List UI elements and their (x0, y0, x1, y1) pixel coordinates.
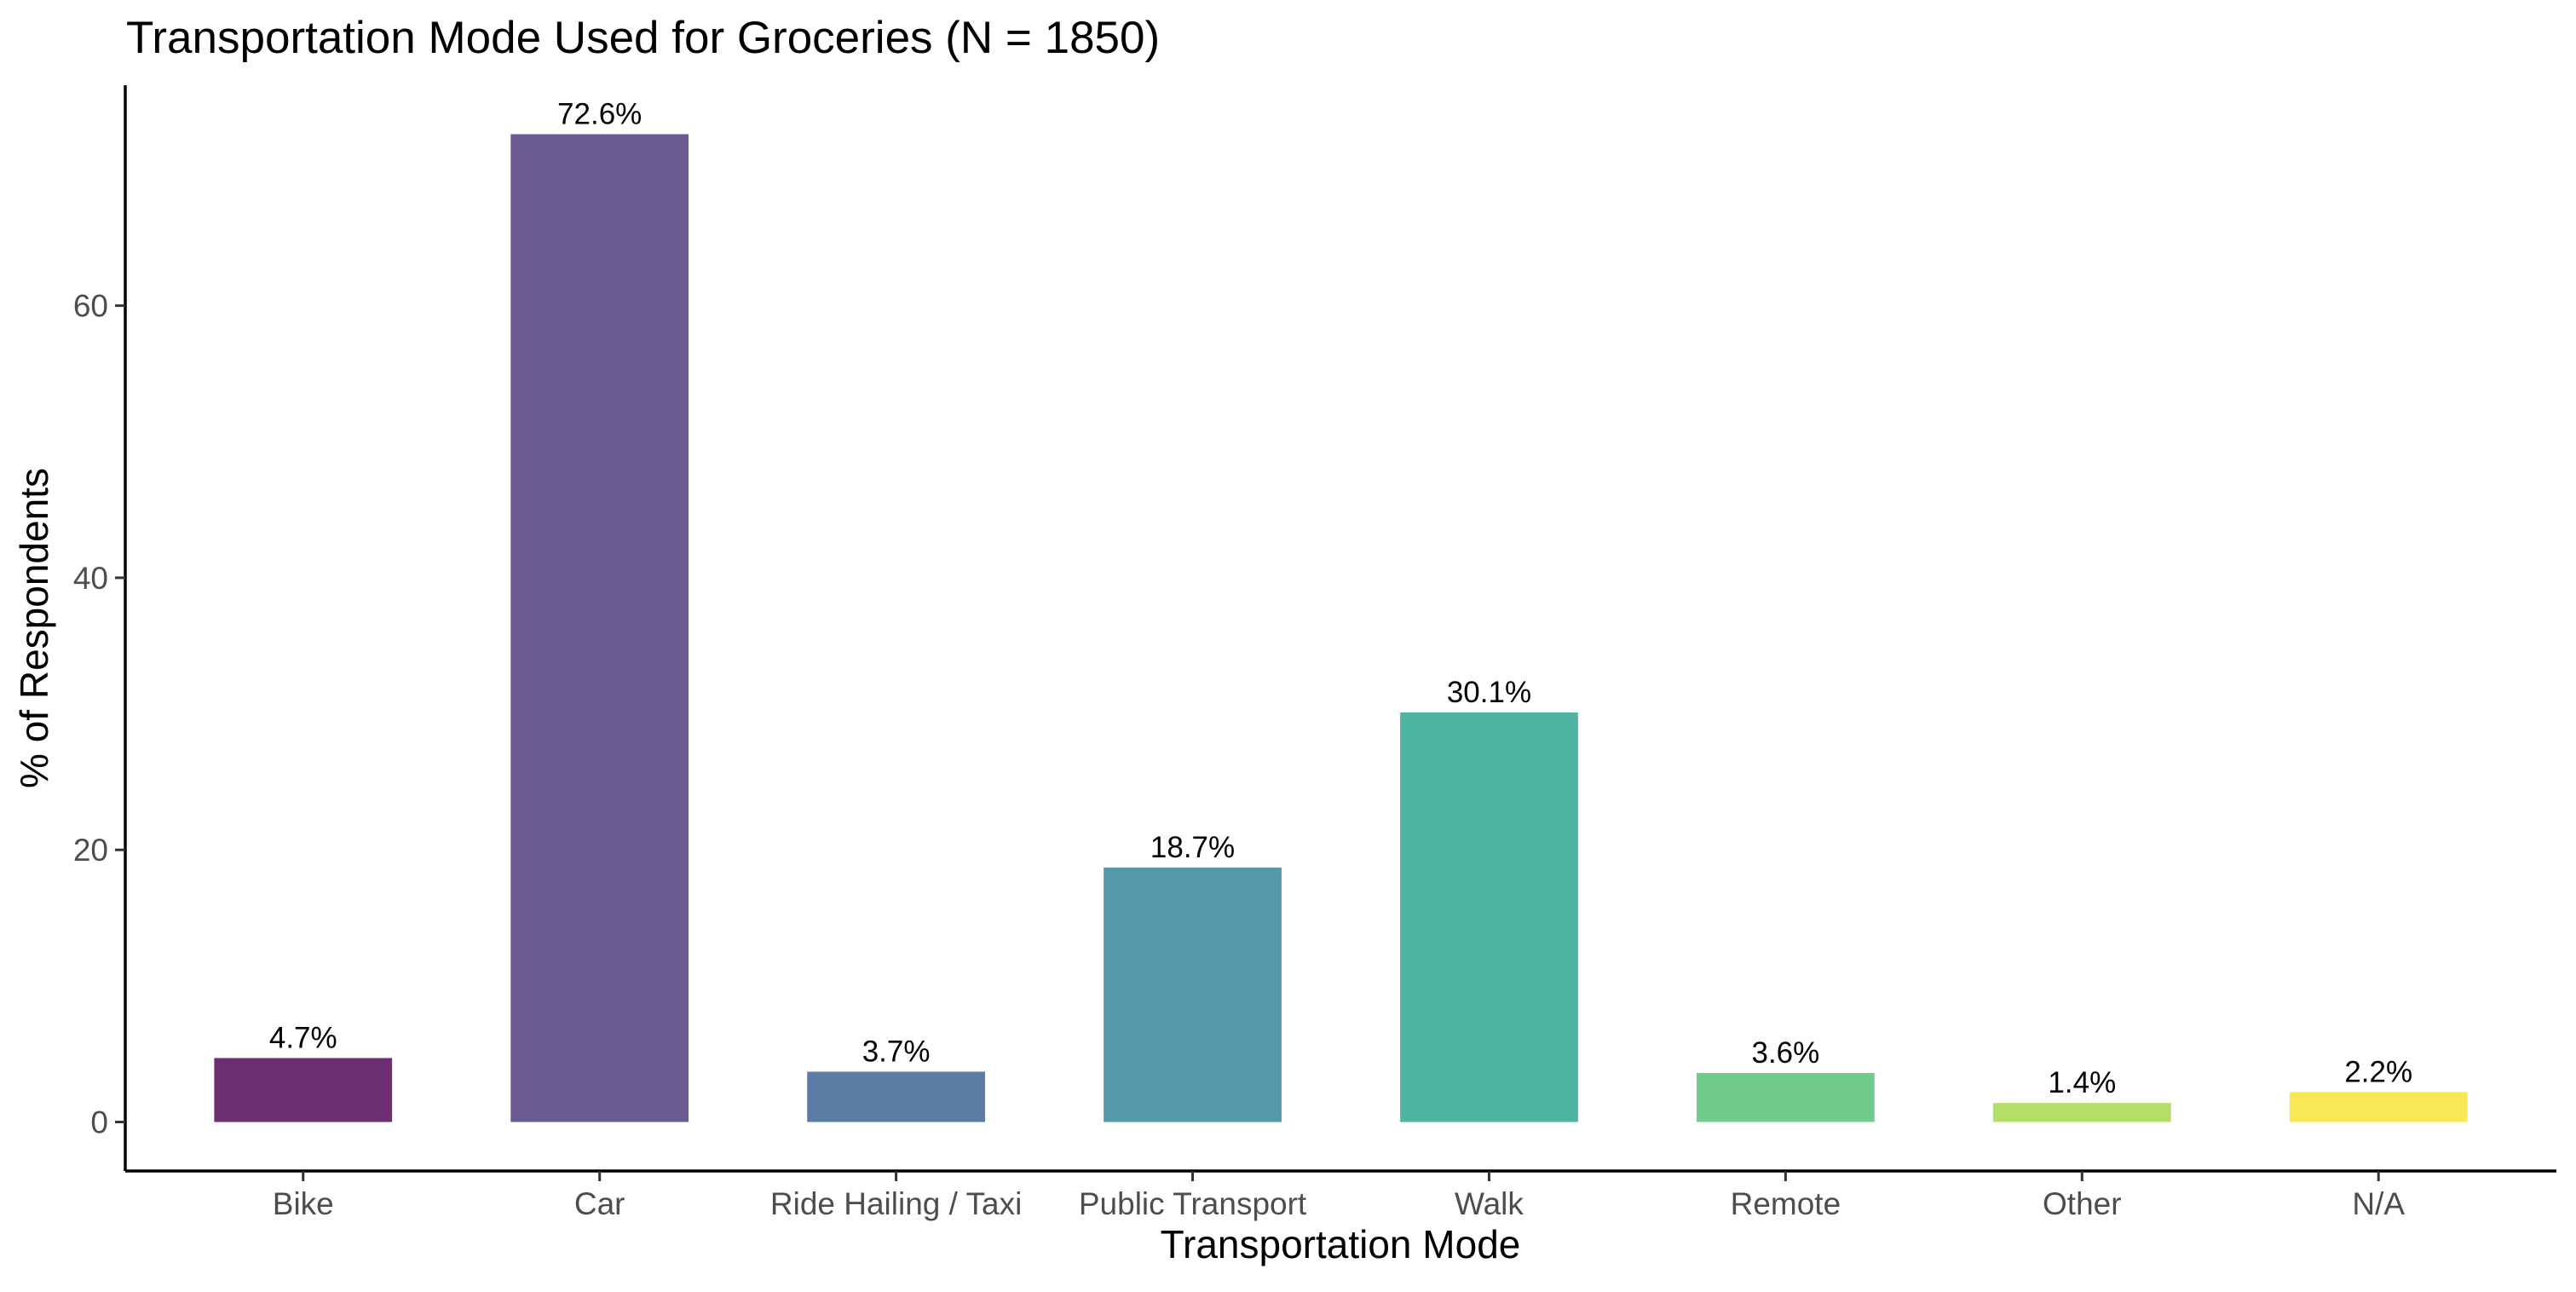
bar-value-label: 72.6% (557, 97, 642, 130)
y-tick-label: 40 (73, 561, 108, 596)
x-tick-label: N/A (2352, 1186, 2405, 1221)
x-tick-label: Walk (1455, 1186, 1524, 1221)
bar-remote (1697, 1073, 1875, 1122)
bar-value-label: 2.2% (2344, 1055, 2412, 1088)
bar-bike (214, 1058, 393, 1122)
x-tick-label: Other (2043, 1186, 2122, 1221)
bar-ride-hailing-taxi (807, 1071, 985, 1122)
y-tick-label: 0 (90, 1105, 108, 1140)
bar-car (510, 134, 689, 1122)
y-axis-title: % of Respondents (12, 468, 56, 788)
x-tick-label: Car (574, 1186, 625, 1221)
bar-walk (1400, 712, 1578, 1122)
y-tick-label: 20 (73, 833, 108, 868)
bar-n-a (2289, 1092, 2468, 1122)
x-tick-label: Public Transport (1079, 1186, 1307, 1221)
x-tick-label: Ride Hailing / Taxi (770, 1186, 1022, 1221)
bar-other (1992, 1103, 2171, 1122)
bar-value-label: 18.7% (1150, 831, 1235, 864)
bar-value-label: 4.7% (269, 1021, 337, 1054)
y-tick-label: 60 (73, 289, 108, 324)
y-axis-ticks: 0 20 40 60 (73, 289, 125, 1140)
x-axis-title: Transportation Mode (1161, 1222, 1521, 1266)
plot-area: 4.7% 72.6% 3.7% 18.7% 30.1% 3.6% 1.4% 2.2% (214, 97, 2468, 1122)
x-tick-label: Bike (273, 1186, 334, 1221)
x-axis-ticks: Bike Car Ride Hailing / Taxi Public Transpo… (273, 1171, 2405, 1221)
bar-public-transport (1104, 867, 1282, 1122)
x-tick-label: Remote (1731, 1186, 1841, 1221)
bar-value-label: 1.4% (2048, 1066, 2116, 1099)
chart-title: Transportation Mode Used for Groceries (… (126, 13, 1160, 63)
bar-value-label: 3.6% (1751, 1036, 1819, 1070)
bar-value-label: 30.1% (1447, 676, 1531, 709)
bar-value-label: 3.7% (862, 1035, 931, 1068)
